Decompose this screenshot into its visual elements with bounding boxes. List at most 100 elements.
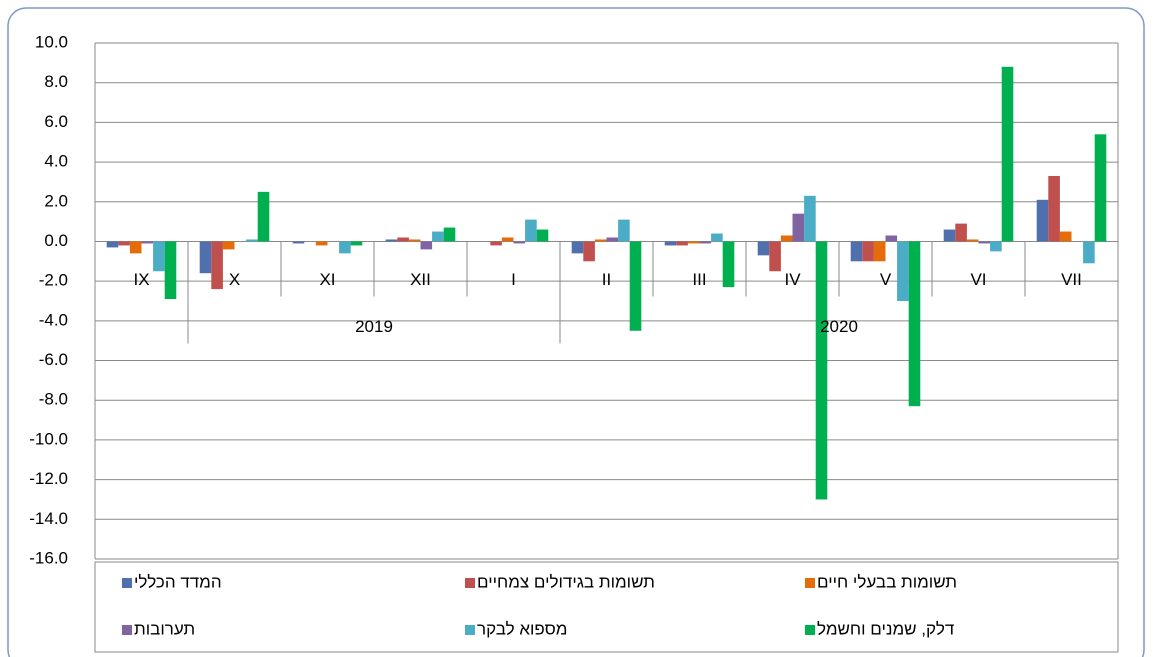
bar [292,241,305,244]
bar [164,241,177,300]
bar [199,241,212,274]
bar [315,241,328,246]
bar [722,241,735,288]
bar [792,213,805,242]
legend-swatch [122,625,132,635]
legend-label: דלק, שמנים וחשמל [817,619,954,638]
bar [571,241,584,254]
bar [780,235,793,242]
x-tick-label: III [692,270,706,289]
y-tick-label: 10.0 [35,32,68,51]
y-tick-label: 0.0 [44,231,68,250]
bar [397,237,409,242]
x-tick-label: VI [970,270,986,289]
bar [350,241,363,246]
y-tick-label: 8.0 [44,72,68,91]
y-tick-label: -14.0 [29,509,68,528]
x-tick-label: IV [784,270,801,289]
y-tick-label: -2.0 [39,271,68,290]
bar [687,241,700,244]
bar [501,237,514,242]
bar [443,227,456,242]
bar [246,239,258,242]
legend-label: תערובות [134,619,195,638]
y-tick-label: -8.0 [39,390,68,409]
bar [804,195,816,242]
bar [943,229,956,242]
bar [339,241,351,254]
x-tick-label: I [511,270,516,289]
bar [513,241,526,244]
bar [1094,134,1107,242]
chart-frame [7,7,1145,657]
year-label: 2019 [355,317,393,336]
bar [629,241,642,331]
legend-swatch [465,578,475,588]
bar [978,241,991,244]
x-tick-label: VII [1061,270,1082,289]
y-tick-label: 4.0 [44,152,68,171]
bar [1036,199,1049,242]
y-tick-label: -6.0 [39,350,68,369]
bar [1048,175,1060,242]
bar [1059,231,1072,242]
bar [583,241,595,262]
bar [594,239,607,242]
bar [1001,66,1014,242]
bar [129,241,142,254]
bar [618,219,630,242]
bar [408,239,421,242]
bar [606,237,619,242]
bar [711,233,723,242]
y-tick-label: -10.0 [29,429,68,448]
bar [990,241,1002,252]
bar [966,239,979,242]
legend-label: מספוא לבקר [477,619,567,638]
bar [153,241,165,272]
y-tick-label: 6.0 [44,112,68,131]
bar [211,241,223,290]
bar [664,241,677,246]
bar [420,241,433,250]
bar [897,241,909,301]
y-tick-label: 2.0 [44,191,68,210]
bar [699,241,712,244]
bar [432,231,444,242]
x-tick-label: II [602,270,611,289]
bar [141,241,154,244]
legend-label: תשומות בגידולים צמחיים [477,572,655,591]
legend-label: המדד הכללי [134,572,222,591]
x-tick-label: V [880,270,892,289]
bar [873,241,886,262]
bar [757,241,770,256]
y-tick-label: -16.0 [29,548,68,567]
bar [955,223,967,242]
bar [222,241,235,250]
year-label: 2020 [820,317,858,336]
x-tick-label: IX [133,270,149,289]
x-tick-label: XII [410,270,431,289]
legend-box [94,561,1119,653]
bar [385,239,398,242]
bar [106,241,119,248]
bar [908,241,921,407]
bar [815,241,828,500]
bar [257,191,270,242]
bar [525,219,537,242]
bar [885,235,898,242]
x-tick-label: X [229,270,240,289]
y-tick-label: -12.0 [29,469,68,488]
bar [490,241,502,246]
y-tick-label: -4.0 [39,310,68,329]
legend-swatch [805,578,815,588]
legend-swatch [122,578,132,588]
x-tick-label: XI [319,270,335,289]
bar [118,241,130,246]
legend-label: תשומות בבעלי חיים [817,572,957,591]
bar [769,241,781,272]
bar [850,241,863,262]
legend-swatch [805,625,815,635]
bar [1083,241,1095,264]
bar [536,229,549,242]
